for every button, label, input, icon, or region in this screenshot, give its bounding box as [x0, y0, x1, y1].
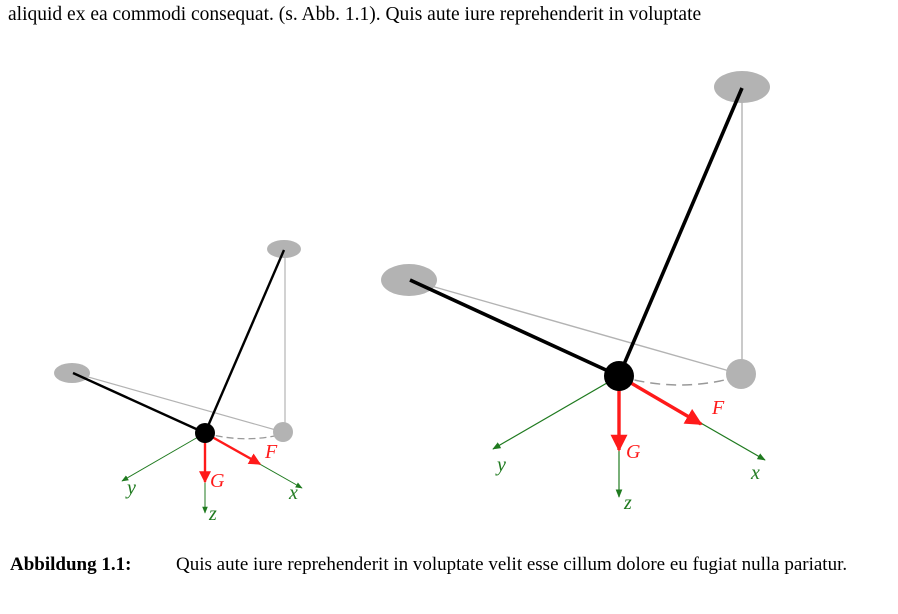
support-disk-left — [54, 363, 90, 383]
pendulum-panel-right: F G x y z — [381, 71, 770, 514]
support-disk-left — [381, 264, 437, 296]
label-F: F — [711, 397, 725, 419]
pendulum-figure: F G x y z F G x y z — [54, 71, 770, 525]
label-x: x — [750, 462, 760, 484]
label-y: y — [125, 477, 136, 499]
label-F: F — [264, 441, 278, 463]
rod-to-top — [617, 87, 744, 377]
arc-dashed — [618, 375, 741, 386]
pendulum-mass — [195, 423, 215, 443]
projected-mass — [726, 359, 756, 389]
force-F-arrow — [618, 374, 703, 426]
caption-label: Abbildung 1.1: — [10, 554, 132, 575]
guide-line-diagonal — [73, 372, 284, 433]
force-F-arrow — [204, 431, 262, 466]
arc-dashed — [204, 432, 284, 440]
rod-to-left — [72, 371, 206, 435]
projected-mass — [273, 422, 293, 442]
label-z: z — [623, 492, 632, 514]
rod-to-top — [203, 249, 286, 434]
label-y: y — [495, 454, 506, 476]
pendulum-panel-left: F G x y z — [54, 240, 303, 525]
label-G: G — [626, 441, 641, 463]
caption-text: Quis aute iure reprehenderit in voluptat… — [176, 554, 848, 575]
support-disk-top — [714, 71, 770, 103]
axis-y — [492, 375, 620, 450]
rod-to-left — [409, 278, 620, 378]
pendulum-mass — [604, 361, 634, 391]
axis-y — [121, 432, 206, 482]
label-z: z — [208, 503, 217, 525]
guide-line-diagonal — [409, 279, 741, 375]
support-disk-top — [267, 240, 301, 258]
body-text-line: aliquid ex ea commodi consequat. (s. Abb… — [8, 4, 702, 25]
label-G: G — [210, 470, 225, 492]
label-x: x — [288, 482, 298, 504]
